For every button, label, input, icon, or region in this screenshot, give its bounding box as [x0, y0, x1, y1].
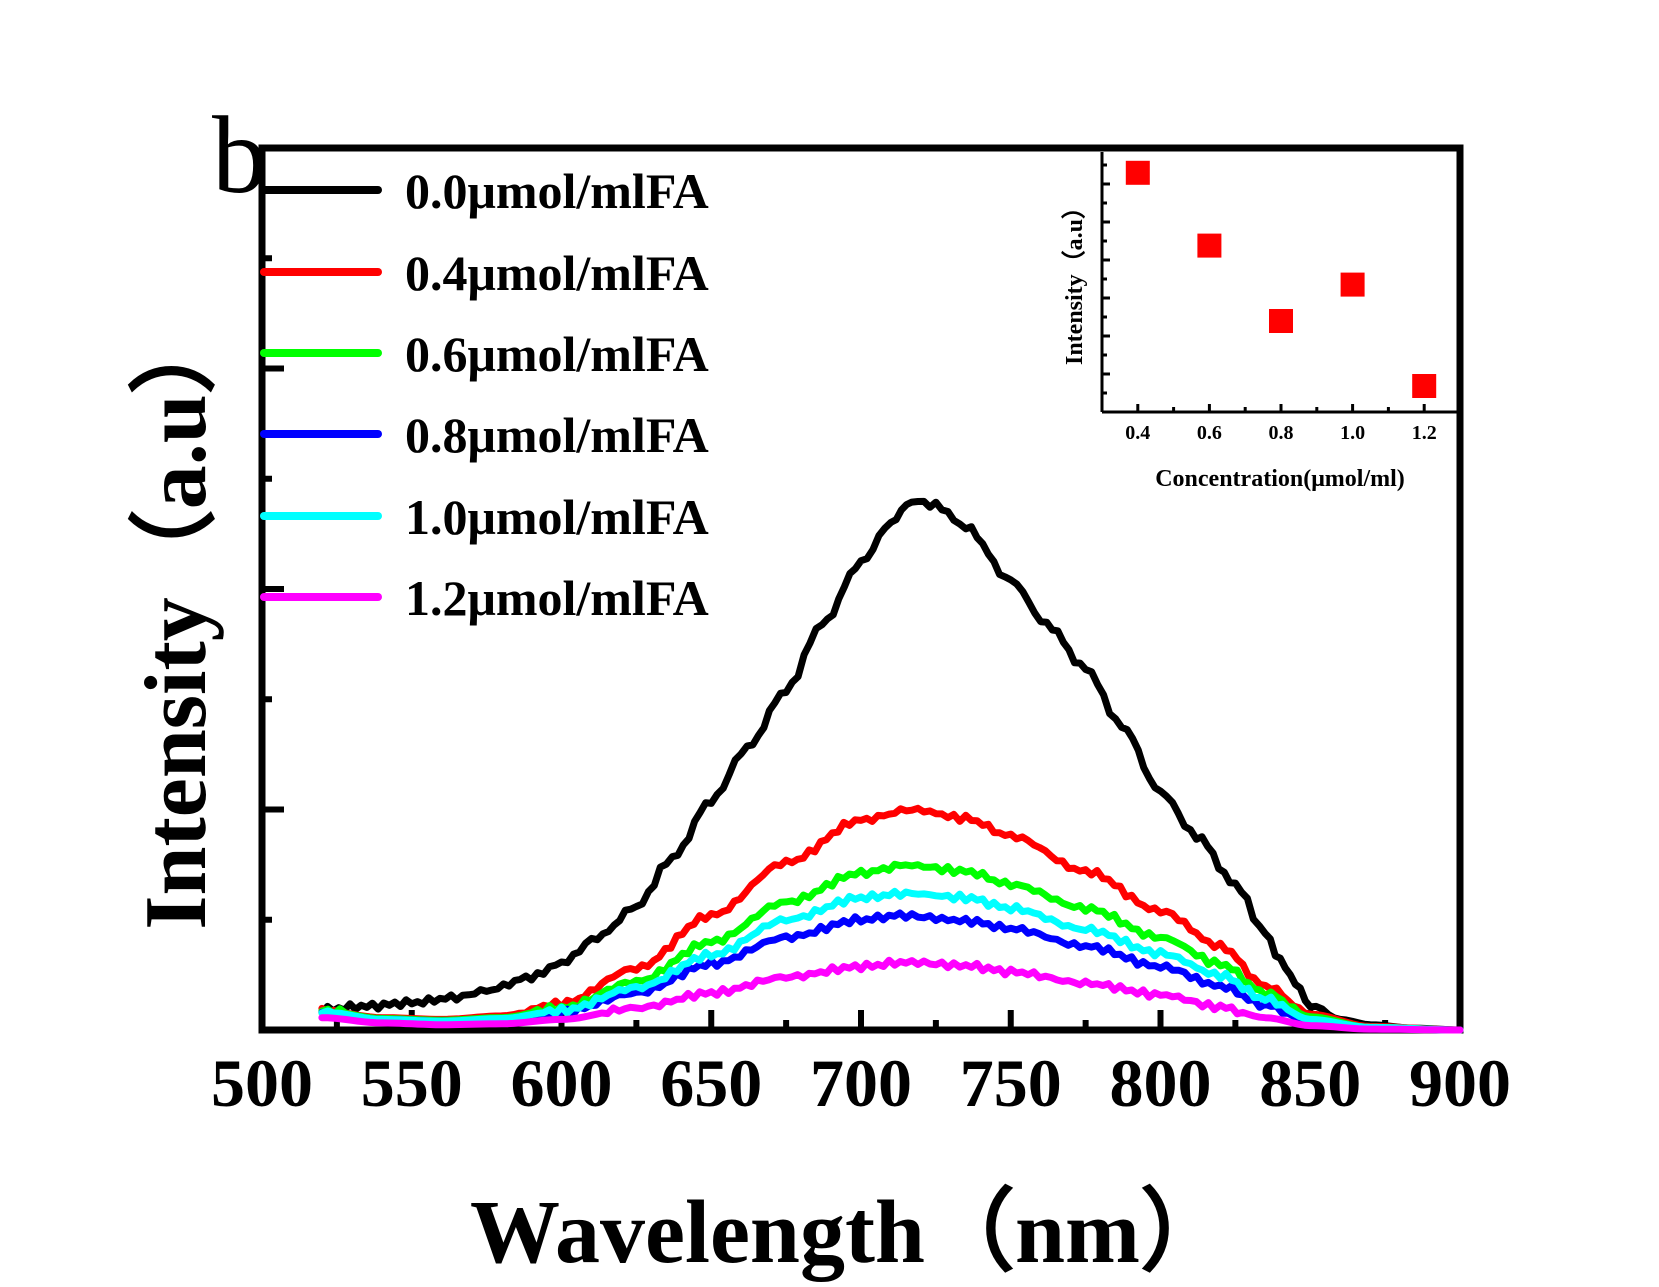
inset-point: [1269, 309, 1293, 333]
series-line-4: [318, 887, 1464, 1034]
inset-point: [1125, 160, 1150, 185]
x-tick-label: 550: [361, 1045, 463, 1121]
inset-x-tick-label: 0.8: [1269, 422, 1294, 444]
panel-label: b: [212, 94, 267, 216]
inset-x-tick-label: 0.6: [1197, 422, 1222, 444]
inset-tick-labels: 0.4 0.6 0.8 1.0 1.2: [1125, 422, 1436, 444]
main-plot-area: 500 550 600 650 700 750 800 850 900 0.0μmol/mlFA…: [211, 144, 1511, 1121]
x-tick-label: 850: [1259, 1045, 1361, 1121]
legend-label: 1.2μmol/mlFA: [405, 570, 709, 626]
inset-chart: 0.4 0.6 0.8 1.0 1.2 Concentration(μmol/ml) I…: [1061, 152, 1460, 492]
y-axis-ticks: [262, 255, 284, 923]
legend-label: 1.0μmol/mlFA: [405, 489, 709, 545]
inset-y-axis-title: Intensity（a.u）: [1061, 195, 1088, 365]
series-line-0: [318, 497, 1464, 1034]
x-tick-label: 700: [810, 1045, 912, 1121]
y-axis-title: Intensity（a.u）: [128, 306, 225, 929]
series-line-2: [318, 860, 1464, 1034]
legend: 0.0μmol/mlFA 0.4μmol/mlFA 0.6μmol/mlFA 0.8μ…: [260, 163, 709, 626]
inset-ticks: [1102, 163, 1426, 412]
inset-x-tick-label: 1.0: [1340, 422, 1365, 444]
series-lines: [318, 497, 1464, 1034]
legend-label: 0.4μmol/mlFA: [405, 245, 709, 301]
x-tick-label: 900: [1409, 1045, 1511, 1121]
x-tick-label: 750: [960, 1045, 1062, 1121]
x-tick-label: 800: [1110, 1045, 1212, 1121]
series-line-5: [318, 956, 1464, 1034]
x-tick-label: 650: [660, 1045, 762, 1121]
inset-point: [1197, 233, 1222, 258]
inset-x-tick-label: 1.2: [1412, 422, 1437, 444]
legend-label: 0.6μmol/mlFA: [405, 326, 709, 382]
x-axis-title: Wavelength（nm）: [470, 1183, 1230, 1282]
x-tick-label: 600: [511, 1045, 613, 1121]
legend-label: 0.0μmol/mlFA: [405, 163, 709, 219]
inset-point: [1340, 272, 1365, 297]
x-axis-tick-labels: 500 550 600 650 700 750 800 850 900: [211, 1045, 1511, 1121]
inset-points: [1125, 160, 1437, 398]
x-axis-ticks: [259, 1010, 1463, 1030]
inset-x-tick-label: 0.4: [1125, 422, 1150, 444]
legend-label: 0.8μmol/mlFA: [405, 407, 709, 463]
x-tick-label: 500: [211, 1045, 313, 1121]
inset-x-axis-title: Concentration(μmol/ml): [1155, 466, 1405, 492]
inset-point: [1412, 374, 1437, 398]
